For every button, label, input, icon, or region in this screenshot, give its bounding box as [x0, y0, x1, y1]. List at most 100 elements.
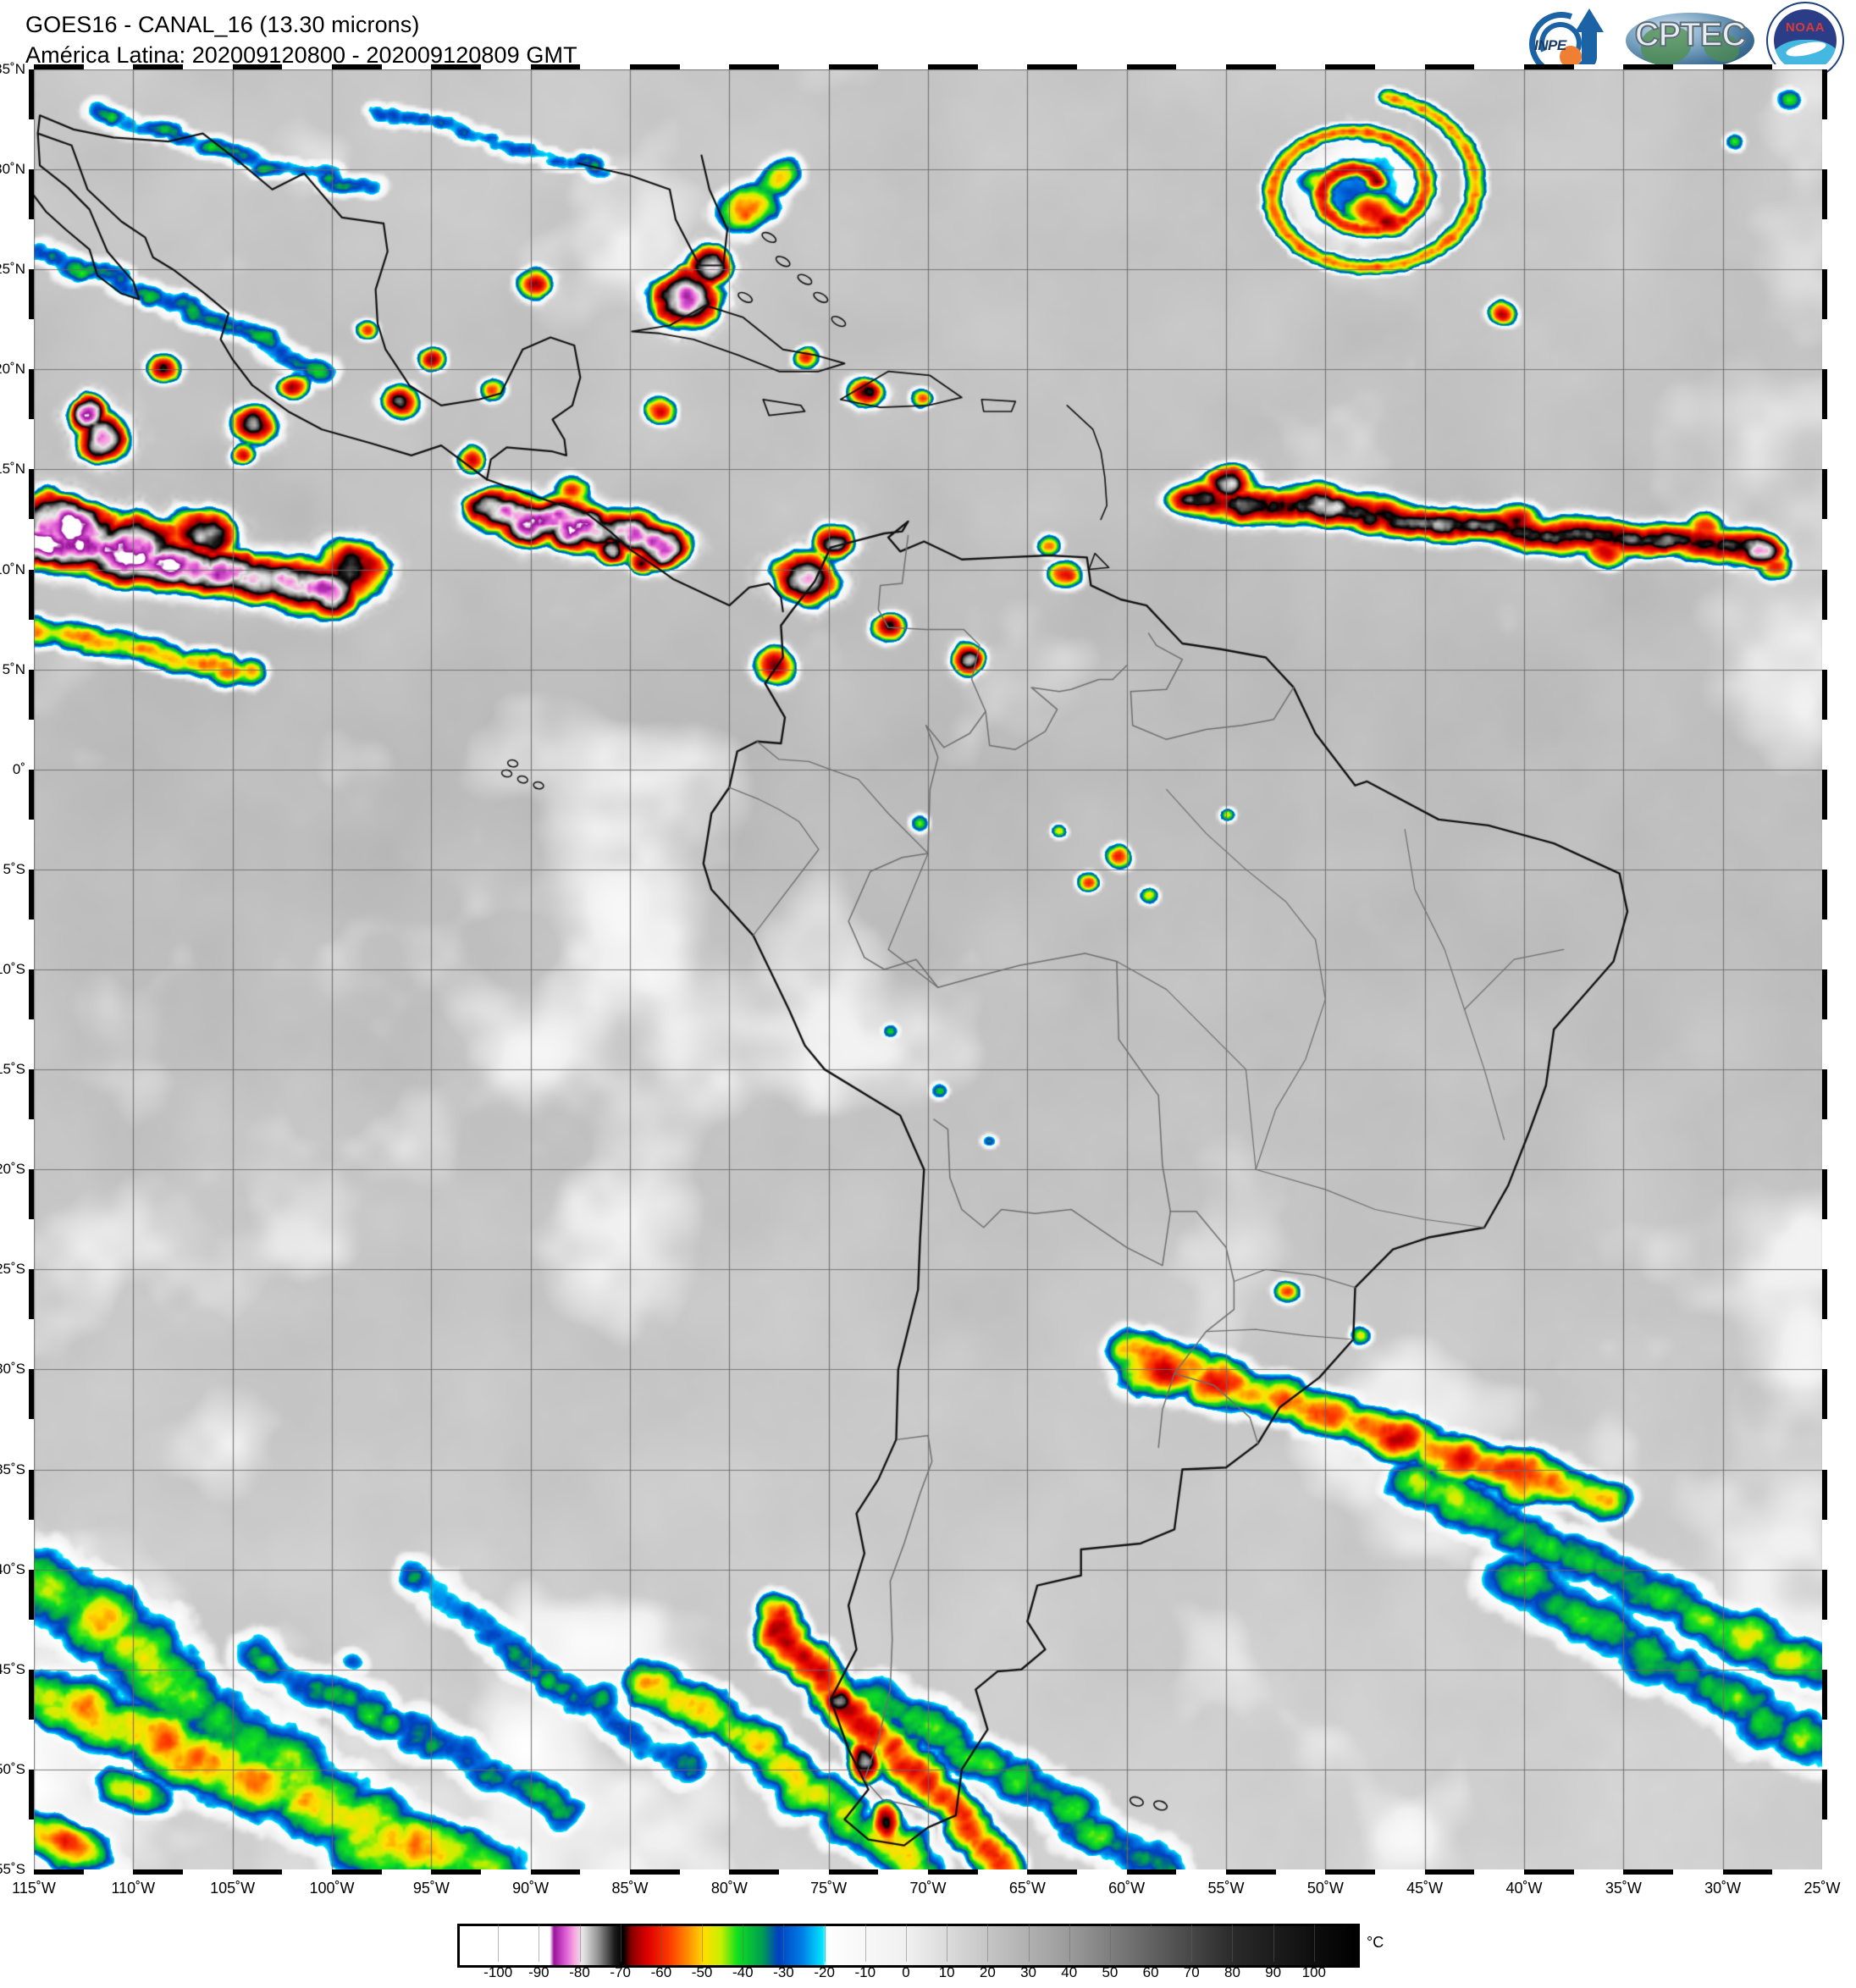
- map-frame-tick: [1822, 1069, 1827, 1120]
- latitude-tick-label: 40˚S: [0, 1560, 25, 1577]
- satellite-map-frame: [29, 64, 1827, 1875]
- logo-group: INPE CPTEC NOAA: [1518, 1, 1844, 87]
- map-frame-tick: [1126, 1869, 1177, 1875]
- latitude-tick-label: 5˚S: [3, 860, 25, 877]
- map-frame-tick: [1226, 64, 1276, 69]
- map-frame-tick: [431, 64, 481, 69]
- colorbar-tick: -40: [732, 1964, 754, 1980]
- longitude-tick-label: 25˚W: [1804, 1880, 1841, 1897]
- map-frame-ticks: [29, 64, 1827, 1875]
- map-frame-tick: [29, 369, 34, 420]
- map-frame-tick: [232, 64, 283, 69]
- map-frame-tick: [1822, 1469, 1827, 1520]
- map-frame-tick: [828, 64, 879, 69]
- map-frame-tick: [133, 1869, 183, 1875]
- longitude-tick-label: 90˚W: [512, 1880, 550, 1897]
- longitude-tick-label: 75˚W: [810, 1880, 848, 1897]
- colorbar-tick-mark: [1151, 1924, 1152, 1962]
- longitude-tick-label: 55˚W: [1207, 1880, 1245, 1897]
- longitude-tick-label: 50˚W: [1306, 1880, 1344, 1897]
- map-frame-tick: [29, 769, 34, 820]
- colorbar-tick-mark: [906, 1924, 907, 1962]
- longitude-tick-label: 100˚W: [309, 1880, 355, 1897]
- latitude-tick-label: 30˚S: [0, 1361, 25, 1378]
- map-frame-tick: [1226, 1869, 1276, 1875]
- map-frame-tick: [1325, 1869, 1375, 1875]
- latitude-tick-label: 50˚S: [0, 1760, 25, 1777]
- map-frame-tick: [29, 269, 34, 320]
- colorbar-tick-mark: [987, 1924, 989, 1962]
- map-frame-tick: [1822, 1569, 1827, 1620]
- colorbar-tick: 0: [902, 1964, 910, 1980]
- map-frame-tick: [29, 69, 34, 120]
- map-frame-tick: [1822, 869, 1827, 919]
- colorbar-tick-mark: [1191, 1924, 1193, 1962]
- colorbar-tick: 100: [1301, 1964, 1326, 1980]
- latitude-tick-label: 30˚N: [0, 161, 25, 178]
- map-frame-tick: [1822, 969, 1827, 1020]
- map-frame-tick: [928, 64, 978, 69]
- colorbar-tick-mark: [824, 1924, 826, 1962]
- colorbar-tick: 90: [1265, 1964, 1282, 1980]
- title-line-product: GOES16 - CANAL_16 (13.30 microns): [25, 12, 420, 37]
- longitude-tick-label: 40˚W: [1505, 1880, 1543, 1897]
- map-frame-tick: [530, 64, 581, 69]
- map-frame-tick: [232, 1869, 283, 1875]
- inpe-logo: INPE: [1518, 1, 1614, 87]
- map-frame-tick: [1822, 669, 1827, 720]
- colorbar-tick: 30: [1020, 1964, 1036, 1980]
- map-frame-tick: [1822, 1769, 1827, 1820]
- colorbar-tick: 70: [1183, 1964, 1200, 1980]
- longitude-tick-label: 85˚W: [611, 1880, 649, 1897]
- longitude-tick-label: 60˚W: [1108, 1880, 1146, 1897]
- map-frame-tick: [1822, 769, 1827, 820]
- map-frame-tick: [828, 1869, 879, 1875]
- colorbar-tick: 80: [1224, 1964, 1240, 1980]
- map-frame-tick: [1524, 64, 1574, 69]
- map-frame-tick: [1126, 64, 1177, 69]
- map-frame-tick: [34, 1869, 84, 1875]
- colorbar-tick: -10: [854, 1964, 876, 1980]
- colorbar-tick: -90: [528, 1964, 550, 1980]
- colorbar-tick-mark: [783, 1924, 785, 1962]
- latitude-tick-label: 25˚S: [0, 1261, 25, 1278]
- colorbar-tick-labels: -100 -90 -80 -70 -60 -50 -40 -30 -20 -10 0 10 20 30 40…: [457, 1924, 1355, 1988]
- map-frame-tick: [729, 1869, 779, 1875]
- colorbar-tick-mark: [864, 1924, 866, 1962]
- map-frame-tick: [1424, 1869, 1475, 1875]
- inpe-logo-text: INPE: [1534, 37, 1566, 53]
- colorbar-tick: 40: [1061, 1964, 1078, 1980]
- map-frame-tick: [29, 1169, 34, 1220]
- map-frame-tick: [29, 469, 34, 520]
- title-line-region-time: América Latina: 202009120800 - 202009120…: [25, 41, 577, 68]
- latitude-tick-label: 20˚N: [0, 361, 25, 378]
- colorbar-tick: -70: [610, 1964, 632, 1980]
- map-frame-tick: [29, 1269, 34, 1320]
- noaa-logo: NOAA: [1766, 2, 1844, 80]
- inpe-dot-icon: [1560, 46, 1582, 68]
- colorbar-tick: -80: [569, 1964, 590, 1980]
- map-frame-tick: [1822, 69, 1827, 120]
- map-frame-tick: [29, 969, 34, 1020]
- colorbar: -100 -90 -80 -70 -60 -50 -40 -30 -20 -10 0 10 20 30 40…: [457, 1924, 1384, 1980]
- colorbar-tick: -30: [773, 1964, 794, 1980]
- map-frame-tick: [729, 64, 779, 69]
- map-frame-tick: [29, 1769, 34, 1820]
- colorbar-tick: 60: [1142, 1964, 1159, 1980]
- map-frame-tick: [332, 1869, 382, 1875]
- longitude-tick-label: 70˚W: [909, 1880, 947, 1897]
- longitude-tick-label: 80˚W: [710, 1880, 748, 1897]
- map-frame-tick: [34, 64, 84, 69]
- latitude-tick-label: 5˚N: [2, 660, 25, 677]
- colorbar-gradient: [457, 1924, 1360, 1968]
- page-title: GOES16 - CANAL_16 (13.30 microns) Améric…: [25, 10, 577, 70]
- cptec-logo-text: CPTEC: [1634, 15, 1748, 54]
- longitude-tick-label: 110˚W: [111, 1880, 156, 1897]
- map-frame-tick: [1722, 64, 1773, 69]
- longitude-tick-label: 45˚W: [1406, 1880, 1444, 1897]
- map-frame-tick: [29, 869, 34, 919]
- map-frame-tick: [332, 64, 382, 69]
- map-frame-tick: [29, 1669, 34, 1720]
- map-frame-tick: [1822, 269, 1827, 320]
- map-frame-tick: [1822, 169, 1827, 220]
